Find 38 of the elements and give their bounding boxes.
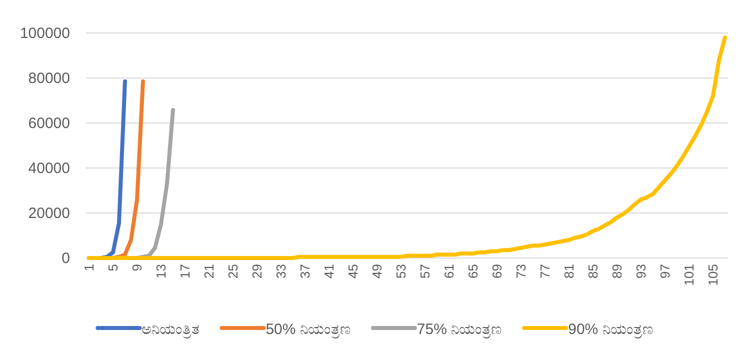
y-tick-label: 0 (62, 250, 70, 267)
x-tick-label: 53 (394, 264, 408, 278)
y-tick-label: 20000 (28, 205, 70, 222)
x-tick-label: 73 (514, 264, 528, 278)
x-tick-label: 1 (82, 264, 96, 272)
x-tick-label: 97 (658, 264, 672, 278)
x-tick-label: 69 (490, 264, 504, 278)
x-tick-label: 9 (130, 264, 144, 272)
legend-label: 90% ನಿಯಂತ್ರಣ (568, 321, 654, 338)
x-tick-label: 49 (370, 264, 384, 278)
x-tick-label: 13 (154, 264, 168, 278)
x-tick-label: 61 (442, 264, 456, 278)
y-tick-label: 60000 (28, 115, 70, 132)
y-tick-label: 100000 (20, 25, 70, 42)
x-tick-label: 65 (466, 264, 480, 278)
legend-label: 50% ನಿಯಂತ್ರಣ (266, 321, 351, 338)
x-tick-label: 21 (202, 264, 216, 278)
line-series (87, 36, 727, 260)
x-tick-label: 101 (682, 264, 696, 286)
x-tick-label: 29 (250, 264, 264, 278)
x-tick-label: 17 (178, 264, 192, 278)
y-tick-label: 80000 (28, 70, 70, 87)
x-tick-label: 5 (106, 264, 120, 272)
x-tick-label: 89 (610, 264, 624, 278)
x-tick-label: 93 (634, 264, 648, 278)
x-tick-label: 105 (706, 264, 720, 286)
x-tick-label: 85 (586, 264, 600, 278)
x-tick-label: 25 (226, 264, 240, 278)
legend-label: ಅನಿಯಂತ್ರಿತ (142, 321, 200, 338)
x-tick-label: 77 (538, 264, 552, 278)
x-tick-label: 81 (562, 264, 576, 278)
y-tick-label: 40000 (28, 160, 70, 177)
x-tick-label: 41 (322, 264, 336, 278)
x-tick-label: 57 (418, 264, 432, 278)
x-tick-label: 45 (346, 264, 360, 278)
x-tick-label: 33 (274, 264, 288, 278)
x-tick-label: 37 (298, 264, 312, 278)
legend-label: 75% ನಿಯಂತ್ರಣ (416, 321, 502, 338)
